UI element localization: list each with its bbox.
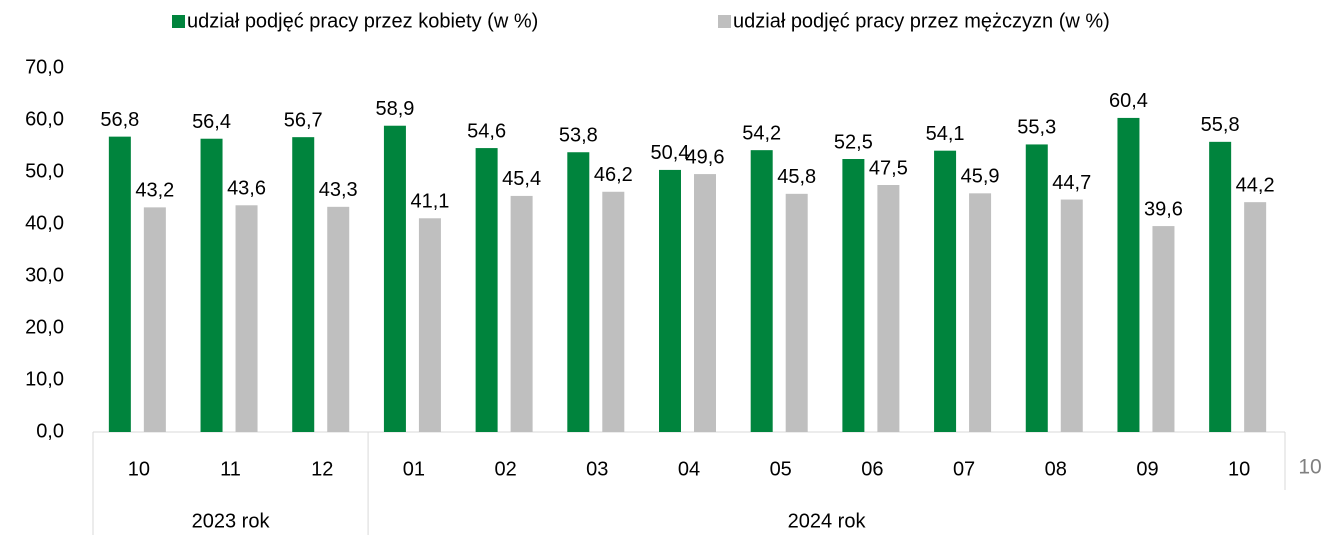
page-number: 10 bbox=[1298, 456, 1321, 479]
x-tick-label: 08 bbox=[1045, 458, 1067, 480]
bar bbox=[785, 193, 808, 432]
bar bbox=[659, 169, 681, 433]
x-tick-label: 10 bbox=[128, 458, 150, 480]
bar bbox=[235, 205, 258, 432]
bar bbox=[1152, 226, 1175, 432]
group-label: 2023 rok bbox=[192, 510, 271, 532]
data-label: 45,4 bbox=[502, 168, 541, 190]
data-label: 45,9 bbox=[961, 166, 1000, 188]
data-label: 54,6 bbox=[467, 120, 506, 142]
data-label: 55,8 bbox=[1201, 114, 1240, 136]
bar bbox=[694, 174, 716, 432]
data-label: 50,4 bbox=[651, 142, 690, 164]
data-label: 43,6 bbox=[227, 178, 266, 200]
x-tick-label: 07 bbox=[953, 458, 975, 480]
x-tick-label: 12 bbox=[311, 458, 333, 480]
bar bbox=[475, 148, 498, 432]
bar bbox=[877, 185, 900, 432]
bar bbox=[750, 150, 773, 432]
y-tick-label: 40,0 bbox=[25, 212, 64, 234]
bar bbox=[1117, 117, 1140, 433]
data-label: 55,3 bbox=[1017, 117, 1056, 139]
y-tick-label: 50,0 bbox=[25, 160, 64, 182]
data-label: 46,2 bbox=[594, 164, 633, 186]
bar bbox=[143, 207, 166, 432]
group-label: 2024 rok bbox=[788, 510, 867, 532]
x-tick-label: 04 bbox=[678, 458, 700, 480]
x-tick-label: 01 bbox=[403, 458, 425, 480]
bar bbox=[969, 193, 992, 432]
data-label: 54,1 bbox=[926, 123, 965, 145]
legend-swatch bbox=[172, 15, 185, 28]
data-label: 58,9 bbox=[375, 98, 414, 120]
data-label: 54,2 bbox=[742, 122, 781, 144]
y-tick-label: 0,0 bbox=[36, 420, 64, 442]
data-label: 47,5 bbox=[869, 157, 908, 179]
data-label: 56,4 bbox=[192, 111, 231, 133]
data-label: 56,7 bbox=[284, 109, 323, 131]
x-tick-label: 02 bbox=[494, 458, 516, 480]
bar bbox=[1209, 141, 1232, 432]
legend-label: udział podjęć pracy przez kobiety (w %) bbox=[187, 10, 538, 32]
bar bbox=[567, 152, 590, 433]
x-tick-label: 03 bbox=[586, 458, 608, 480]
bar bbox=[200, 138, 223, 432]
x-tick-label: 09 bbox=[1136, 458, 1158, 480]
data-label: 60,4 bbox=[1109, 90, 1148, 112]
data-label: 49,6 bbox=[686, 146, 725, 168]
x-tick-label: 10 bbox=[1228, 458, 1250, 480]
bar bbox=[327, 206, 350, 432]
data-label: 56,8 bbox=[100, 109, 139, 131]
data-label: 39,6 bbox=[1144, 198, 1183, 220]
bar bbox=[602, 191, 625, 432]
y-tick-label: 10,0 bbox=[25, 368, 64, 390]
legend-swatch bbox=[718, 15, 731, 28]
bar bbox=[383, 125, 406, 432]
bar bbox=[842, 159, 865, 432]
bar bbox=[108, 136, 131, 432]
bar bbox=[292, 137, 315, 432]
x-tick-label: 05 bbox=[770, 458, 792, 480]
data-label: 43,3 bbox=[319, 179, 358, 201]
legend-label: udział podjęć pracy przez mężczyzn (w %) bbox=[733, 10, 1110, 32]
data-label: 52,5 bbox=[834, 131, 873, 153]
bar bbox=[1025, 144, 1048, 432]
data-label: 53,8 bbox=[559, 125, 598, 147]
bar bbox=[1244, 202, 1267, 432]
bar bbox=[934, 150, 957, 432]
data-label: 41,1 bbox=[410, 191, 449, 213]
bar bbox=[510, 195, 533, 432]
y-tick-label: 30,0 bbox=[25, 264, 64, 286]
y-tick-label: 20,0 bbox=[25, 316, 64, 338]
data-label: 43,2 bbox=[135, 180, 174, 202]
bar bbox=[418, 218, 441, 432]
y-tick-label: 60,0 bbox=[25, 108, 64, 130]
data-label: 44,2 bbox=[1236, 174, 1275, 196]
x-tick-label: 06 bbox=[861, 458, 883, 480]
x-tick-label: 11 bbox=[220, 458, 241, 480]
data-label: 45,8 bbox=[777, 166, 816, 188]
y-tick-label: 70,0 bbox=[25, 56, 64, 78]
data-label: 44,7 bbox=[1052, 172, 1091, 194]
bar bbox=[1060, 199, 1083, 432]
